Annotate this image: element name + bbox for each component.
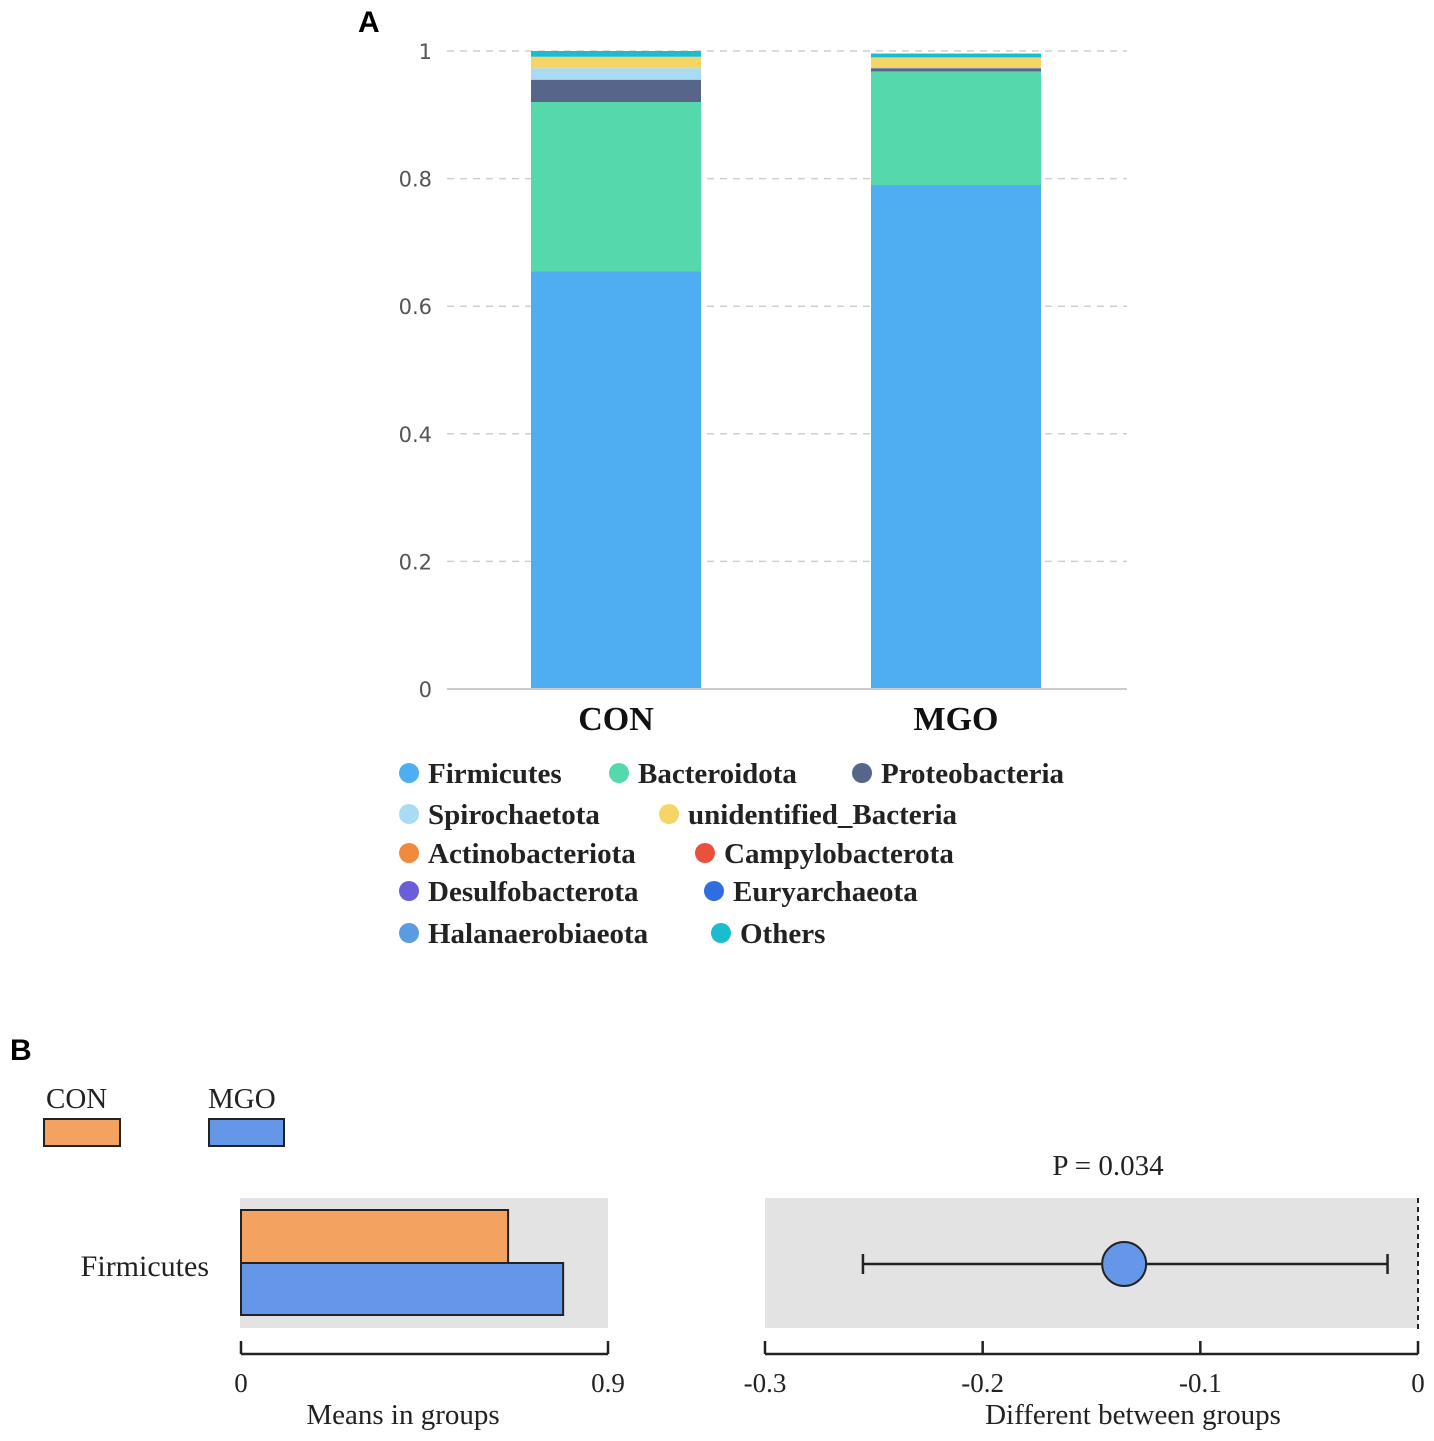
stacked-bar-chart: 0 0.2 0.4 0.6 0.8 1 CON MGO Firmicutes Bacteroi… [399, 40, 1127, 950]
bar-segment [871, 184, 1041, 690]
bar-segment [531, 102, 701, 272]
y-tick-label: 0.6 [399, 295, 432, 319]
y-tick-label: 0.4 [399, 423, 432, 447]
bar-segment [871, 68, 1041, 72]
panel-label-b: B [10, 1034, 32, 1067]
legend-marker [852, 763, 872, 783]
mean-bar [240, 1262, 565, 1316]
bar-segment [531, 56, 701, 69]
bar-segment [871, 53, 1041, 58]
legend-label: Halanaerobiaeota [428, 918, 649, 950]
legend-marker [695, 843, 715, 863]
bars [531, 51, 1041, 690]
means-x-axis-label: Means in groups [306, 1399, 499, 1431]
bar-segment [531, 68, 701, 80]
y-tick-label: 0.2 [399, 550, 432, 574]
legend-swatch-con [43, 1118, 121, 1147]
legend-marker [609, 763, 629, 783]
legend-marker [399, 923, 419, 943]
x-tick-label: 0.9 [591, 1368, 625, 1398]
panel-label-a: A [358, 6, 380, 39]
x-tick-label: -0.1 [1179, 1368, 1222, 1398]
x-tick-label: -0.3 [744, 1368, 787, 1398]
x-category-label: CON [578, 701, 654, 738]
bar-segment [871, 57, 1041, 67]
y-axis-ticks: 0 0.2 0.4 0.6 0.8 1 [399, 40, 432, 702]
legend-marker [399, 843, 419, 863]
legend-label-con: CON [46, 1083, 107, 1115]
bar-segment [871, 66, 1041, 69]
legend-label: Desulfobacterota [428, 876, 639, 908]
difference-x-axis-label: Different between groups [985, 1399, 1281, 1431]
legend: Firmicutes Bacteroidota Proteobacteria Spir… [399, 758, 1065, 950]
legend-label: Bacteroidota [638, 758, 797, 790]
legend-label: Euryarchaeota [733, 876, 918, 908]
legend-label: Proteobacteria [881, 758, 1065, 790]
x-tick-label: 0 [234, 1368, 248, 1398]
legend-marker [704, 881, 724, 901]
y-tick-label: 1 [419, 40, 432, 64]
category-label: Firmicutes [81, 1250, 209, 1283]
difference-x-axis: -0.3 -0.2 -0.1 0 [744, 1341, 1425, 1398]
legend-label: unidentified_Bacteria [688, 799, 958, 831]
mean-bars [240, 1209, 565, 1316]
bar-segment [531, 79, 701, 103]
legend-label: Actinobacteriota [428, 838, 636, 870]
bar-segment [531, 51, 701, 57]
legend-label-mgo: MGO [208, 1083, 276, 1115]
legend-marker [399, 804, 419, 824]
legend-marker [711, 923, 731, 943]
x-tick-label: 0 [1411, 1368, 1425, 1398]
legend-label: Campylobacterota [724, 838, 954, 870]
y-tick-label: 0 [419, 678, 432, 702]
p-value-annotation: P = 0.034 [1052, 1150, 1164, 1182]
bar-segment [871, 71, 1041, 185]
legend-label: Firmicutes [428, 758, 562, 790]
estimate-point [1101, 1241, 1148, 1287]
means-x-axis: 0 0.9 [234, 1341, 625, 1398]
x-axis-categories: CON MGO [578, 701, 998, 738]
legend-label: Others [740, 918, 825, 950]
gridlines [447, 50, 1127, 563]
x-category-label: MGO [914, 701, 999, 738]
difference-plot: CON MGO Firmicutes 0 0.9 Means in groups … [43, 1083, 1425, 1431]
legend-marker [399, 881, 419, 901]
legend-swatch-mgo [208, 1118, 285, 1147]
legend-marker [659, 804, 679, 824]
confidence-interval [861, 1241, 1389, 1287]
legend-label: Spirochaetota [428, 799, 600, 831]
mean-bar [240, 1209, 510, 1264]
legend-marker [399, 763, 419, 783]
bar-segment [531, 271, 701, 689]
x-tick-label: -0.2 [961, 1368, 1004, 1398]
y-tick-label: 0.8 [399, 168, 432, 192]
